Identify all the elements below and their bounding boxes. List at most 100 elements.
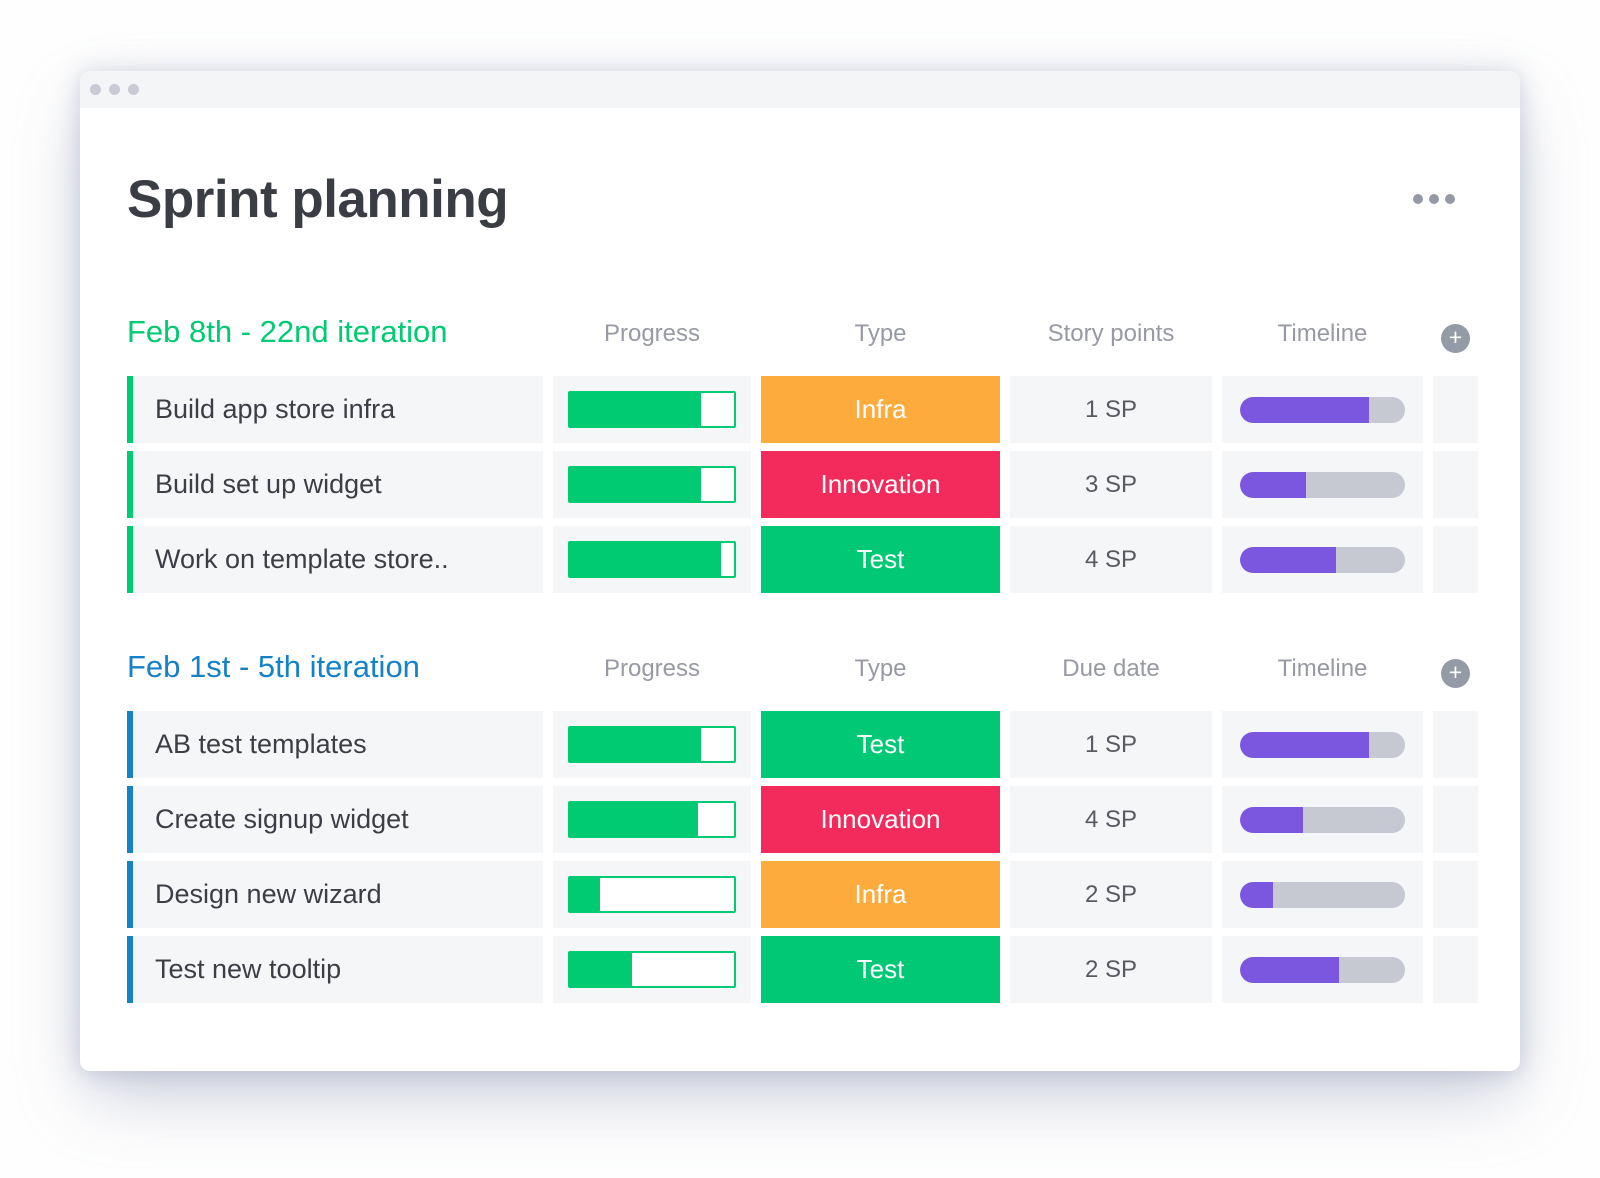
points-cell[interactable]: 4 SP bbox=[1010, 526, 1212, 593]
column-header-timeline[interactable]: Timeline bbox=[1277, 320, 1368, 347]
progress-fill bbox=[570, 468, 702, 501]
progress-cell[interactable] bbox=[553, 711, 751, 778]
timeline-fill bbox=[1240, 806, 1303, 833]
group-section: Feb 8th - 22nd iteration Progress Type S… bbox=[127, 308, 1478, 593]
timeline-cell[interactable] bbox=[1222, 711, 1423, 778]
ellipsis-icon bbox=[1445, 194, 1455, 204]
timeline-cell[interactable] bbox=[1222, 376, 1423, 443]
timeline-bar bbox=[1240, 881, 1405, 908]
type-label: Innovation bbox=[820, 469, 941, 499]
groups-container: Feb 8th - 22nd iteration Progress Type S… bbox=[127, 308, 1478, 1003]
timeline-bar bbox=[1240, 956, 1405, 983]
progress-bar bbox=[568, 951, 736, 988]
timeline-cell[interactable] bbox=[1222, 526, 1423, 593]
timeline-cell[interactable] bbox=[1222, 861, 1423, 928]
points-value: 1 SP bbox=[1084, 395, 1138, 423]
progress-bar bbox=[568, 391, 736, 428]
progress-fill bbox=[570, 728, 702, 761]
points-cell[interactable]: 1 SP bbox=[1010, 376, 1212, 443]
plus-icon: + bbox=[1448, 324, 1463, 350]
progress-cell[interactable] bbox=[553, 526, 751, 593]
type-label: Test bbox=[856, 954, 905, 984]
ellipsis-icon bbox=[1429, 194, 1439, 204]
task-name-cell[interactable]: Test new tooltip bbox=[127, 936, 543, 1003]
timeline-cell[interactable] bbox=[1222, 451, 1423, 518]
board-menu-button[interactable] bbox=[1411, 188, 1457, 210]
task-row: Work on template store.. Test 4 SP bbox=[127, 526, 1478, 593]
task-name: Create signup widget bbox=[155, 804, 409, 834]
points-value: 1 SP bbox=[1084, 730, 1138, 758]
type-badge[interactable]: Innovation bbox=[761, 786, 1000, 853]
task-row: Test new tooltip Test 2 SP bbox=[127, 936, 1478, 1003]
column-header-type[interactable]: Type bbox=[854, 320, 907, 347]
empty-cell bbox=[1433, 786, 1478, 853]
progress-fill bbox=[570, 543, 721, 576]
task-name: Build app store infra bbox=[155, 394, 396, 424]
timeline-fill bbox=[1240, 881, 1273, 908]
empty-cell bbox=[1433, 936, 1478, 1003]
timeline-bar bbox=[1240, 396, 1405, 423]
points-value: 3 SP bbox=[1084, 470, 1138, 498]
column-header-progress[interactable]: Progress bbox=[603, 655, 701, 682]
column-header-type[interactable]: Type bbox=[854, 655, 907, 682]
column-header-progress[interactable]: Progress bbox=[603, 320, 701, 347]
progress-cell[interactable] bbox=[553, 376, 751, 443]
add-column-button[interactable]: + bbox=[1441, 324, 1470, 353]
ellipsis-icon bbox=[1413, 194, 1423, 204]
empty-cell bbox=[1433, 526, 1478, 593]
type-badge[interactable]: Test bbox=[761, 711, 1000, 778]
task-name: AB test templates bbox=[155, 729, 367, 759]
type-badge[interactable]: Innovation bbox=[761, 451, 1000, 518]
timeline-bar bbox=[1240, 731, 1405, 758]
progress-fill bbox=[570, 803, 698, 836]
board-header: Sprint planning bbox=[127, 168, 1477, 230]
progress-fill bbox=[570, 953, 633, 986]
type-badge[interactable]: Test bbox=[761, 526, 1000, 593]
add-column-button[interactable]: + bbox=[1441, 659, 1470, 688]
type-label: Infra bbox=[854, 394, 907, 424]
task-row: Create signup widget Innovation 4 SP bbox=[127, 786, 1478, 853]
timeline-cell[interactable] bbox=[1222, 936, 1423, 1003]
type-badge[interactable]: Infra bbox=[761, 376, 1000, 443]
task-row: Design new wizard Infra 2 SP bbox=[127, 861, 1478, 928]
points-value: 4 SP bbox=[1084, 545, 1138, 573]
task-name: Build set up widget bbox=[155, 469, 382, 499]
column-header-timeline[interactable]: Timeline bbox=[1277, 655, 1368, 682]
type-badge[interactable]: Infra bbox=[761, 861, 1000, 928]
board-content: Sprint planning Feb 8th - 22nd iteration… bbox=[80, 168, 1520, 1003]
group-rows: Build app store infra Infra 1 SP Build s… bbox=[127, 376, 1478, 593]
progress-cell[interactable] bbox=[553, 451, 751, 518]
task-name-cell[interactable]: Build set up widget bbox=[127, 451, 543, 518]
task-name-cell[interactable]: Work on template store.. bbox=[127, 526, 543, 593]
column-header-points[interactable]: Due date bbox=[1062, 655, 1160, 682]
window-control-dot-icon bbox=[128, 84, 139, 95]
window-titlebar bbox=[80, 71, 1520, 108]
points-cell[interactable]: 4 SP bbox=[1010, 786, 1212, 853]
timeline-fill bbox=[1240, 396, 1369, 423]
task-name-cell[interactable]: Create signup widget bbox=[127, 786, 543, 853]
empty-cell bbox=[1433, 376, 1478, 443]
progress-bar bbox=[568, 726, 736, 763]
points-cell[interactable]: 2 SP bbox=[1010, 936, 1212, 1003]
add-column-cell: + bbox=[1433, 324, 1478, 353]
timeline-cell[interactable] bbox=[1222, 786, 1423, 853]
task-name-cell[interactable]: Build app store infra bbox=[127, 376, 543, 443]
progress-cell[interactable] bbox=[553, 861, 751, 928]
column-header-points[interactable]: Story points bbox=[1047, 320, 1175, 347]
points-cell[interactable]: 3 SP bbox=[1010, 451, 1212, 518]
points-cell[interactable]: 1 SP bbox=[1010, 711, 1212, 778]
task-name-cell[interactable]: AB test templates bbox=[127, 711, 543, 778]
group-title[interactable]: Feb 8th - 22nd iteration bbox=[127, 314, 448, 349]
task-name-cell[interactable]: Design new wizard bbox=[127, 861, 543, 928]
type-badge[interactable]: Test bbox=[761, 936, 1000, 1003]
progress-cell[interactable] bbox=[553, 936, 751, 1003]
progress-cell[interactable] bbox=[553, 786, 751, 853]
type-label: Infra bbox=[854, 879, 907, 909]
points-cell[interactable]: 2 SP bbox=[1010, 861, 1212, 928]
timeline-fill bbox=[1240, 546, 1336, 573]
task-row: Build set up widget Innovation 3 SP bbox=[127, 451, 1478, 518]
app-window: Sprint planning Feb 8th - 22nd iteration… bbox=[80, 71, 1520, 1071]
add-column-cell: + bbox=[1433, 659, 1478, 688]
progress-bar bbox=[568, 876, 736, 913]
group-title[interactable]: Feb 1st - 5th iteration bbox=[127, 649, 420, 684]
